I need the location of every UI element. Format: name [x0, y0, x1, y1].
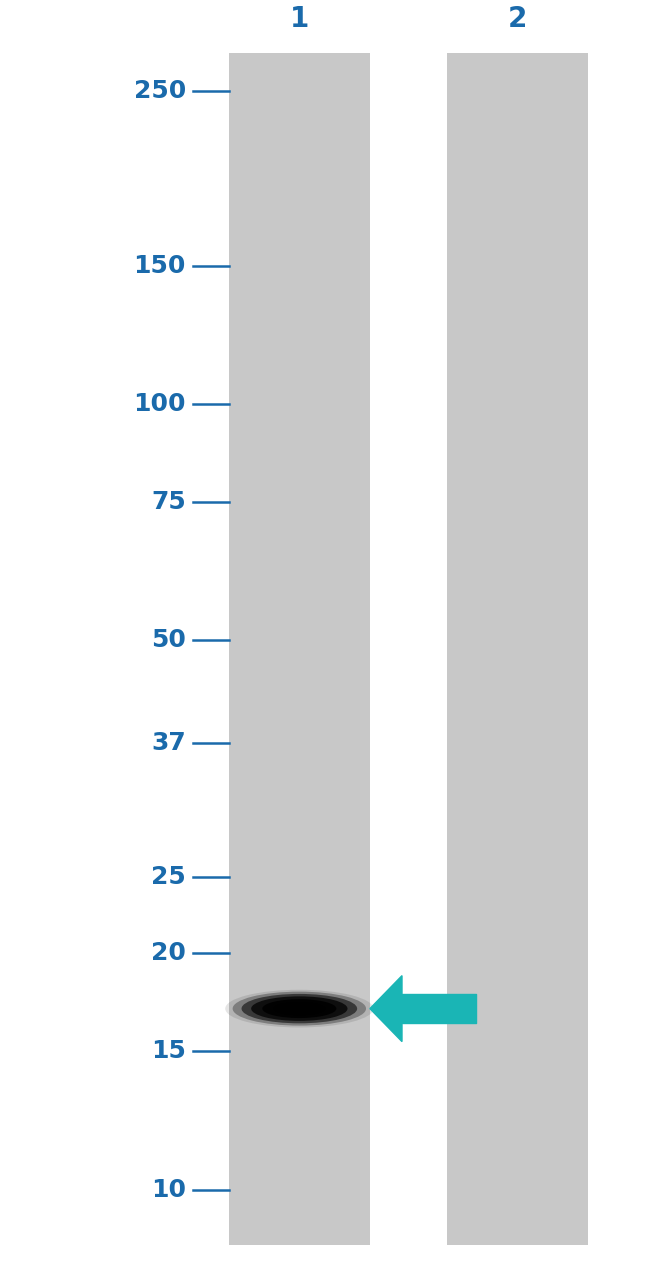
Text: 75: 75	[151, 490, 186, 514]
Text: 250: 250	[133, 79, 186, 103]
Text: 1: 1	[290, 5, 309, 33]
Bar	[447, 52, 588, 1245]
Text: 37: 37	[151, 732, 186, 756]
Bar	[229, 52, 370, 1245]
Text: 25: 25	[151, 865, 186, 889]
Ellipse shape	[242, 994, 357, 1024]
Text: 150: 150	[133, 254, 186, 278]
Ellipse shape	[263, 999, 337, 1019]
Ellipse shape	[274, 1002, 325, 1015]
Text: 20: 20	[151, 941, 186, 965]
Ellipse shape	[251, 997, 348, 1021]
Ellipse shape	[233, 992, 366, 1026]
Text: 2: 2	[508, 5, 527, 33]
Text: 50: 50	[151, 629, 186, 653]
Text: 100: 100	[133, 392, 186, 417]
Text: 15: 15	[151, 1039, 186, 1063]
Ellipse shape	[225, 989, 374, 1027]
Text: 10: 10	[151, 1177, 186, 1201]
Polygon shape	[370, 975, 402, 1041]
